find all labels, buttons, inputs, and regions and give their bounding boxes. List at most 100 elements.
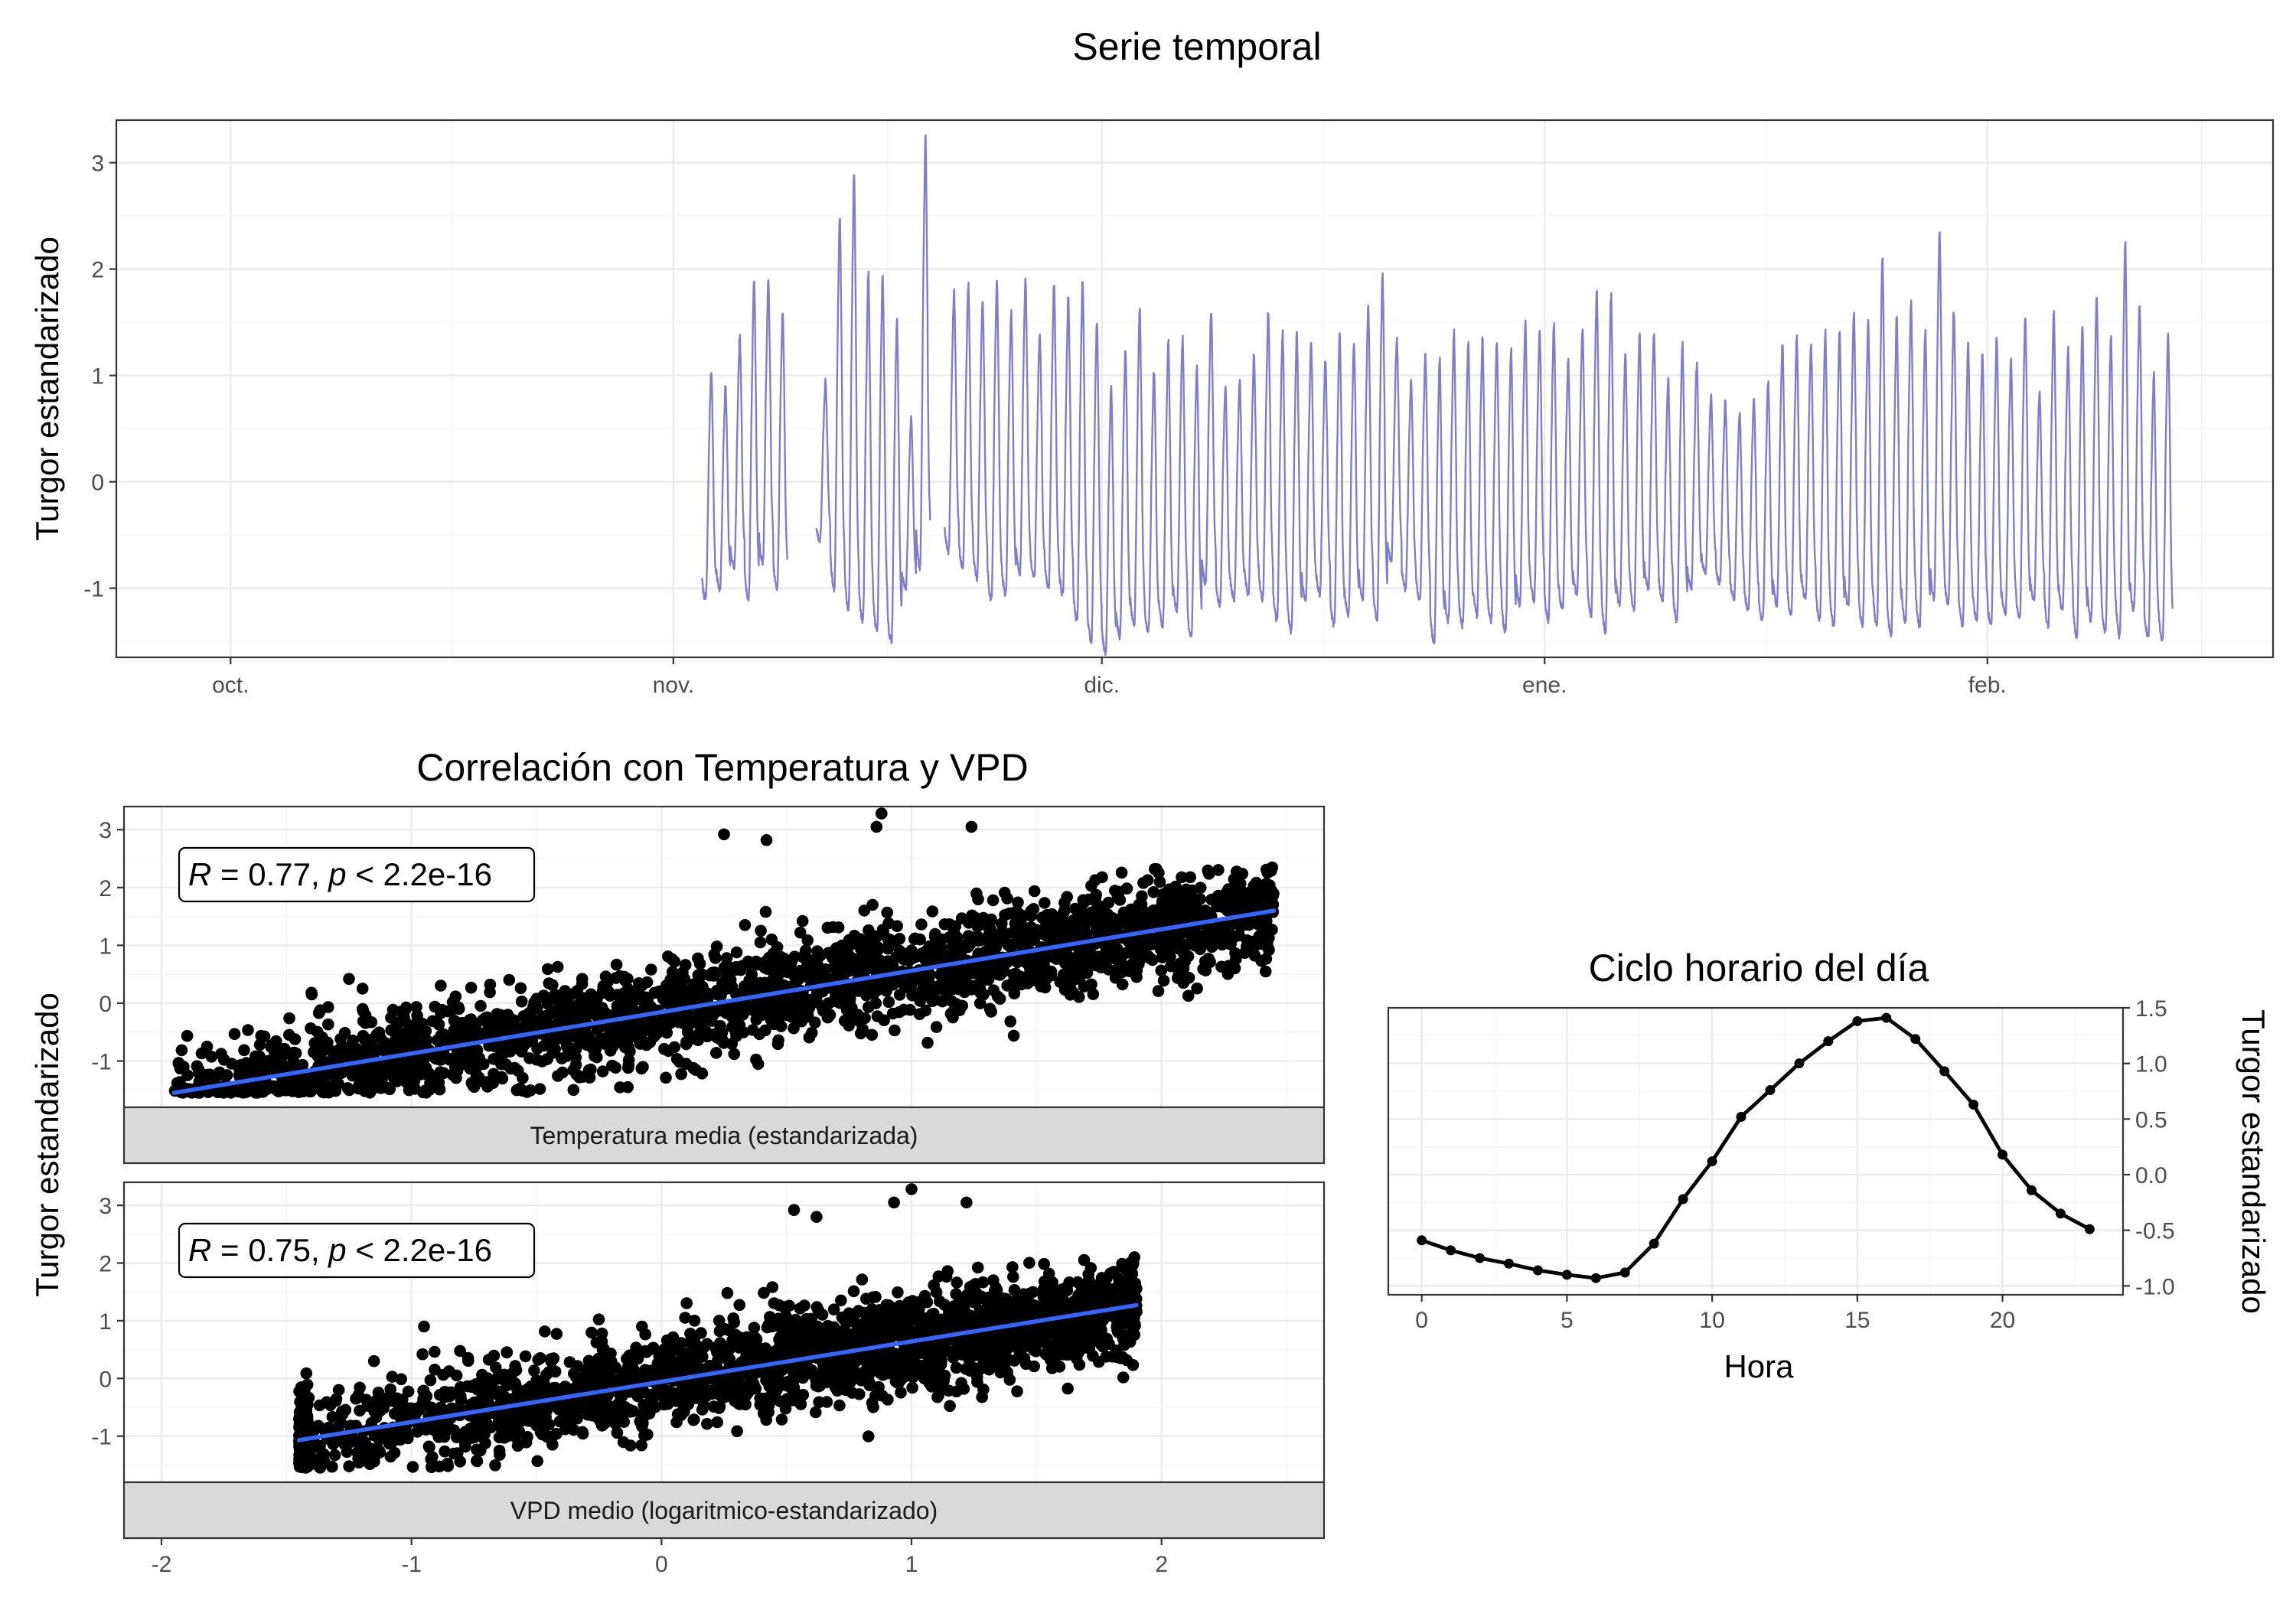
temperature-point — [657, 1015, 670, 1028]
vpd-point — [677, 1396, 689, 1409]
vpd-point — [745, 1333, 757, 1346]
vpd-point — [907, 1361, 920, 1374]
vpd-annotation-p-value: < 2.2e-16 — [347, 1232, 492, 1268]
temperature-point — [531, 1042, 543, 1055]
vpd-point — [1049, 1283, 1062, 1296]
vpd-point — [300, 1367, 313, 1380]
vpd-point — [1003, 1336, 1016, 1348]
temperature-point — [1133, 898, 1145, 911]
temperature-point — [893, 933, 906, 945]
temperature-point — [759, 905, 772, 918]
vpd-point — [1062, 1321, 1075, 1333]
vpd-point — [478, 1428, 491, 1440]
vpd-point — [796, 1346, 809, 1358]
vpd-point — [788, 1204, 801, 1216]
timeseries-y-tick-label: -1 — [83, 577, 104, 602]
vpd-point — [680, 1297, 693, 1309]
vpd-point — [983, 1363, 996, 1376]
temperature-point — [522, 1035, 535, 1047]
temperature-point — [514, 982, 527, 995]
temperature-point — [1089, 917, 1102, 929]
vpd-point — [563, 1356, 576, 1368]
vpd-point — [863, 1378, 876, 1391]
vpd-point — [925, 1380, 938, 1393]
vpd-point — [797, 1388, 810, 1401]
vpd-point — [386, 1371, 399, 1383]
correlation-x-tick-label: -1 — [401, 1552, 422, 1577]
vpd-point — [987, 1335, 1000, 1348]
vpd-point — [341, 1436, 354, 1449]
vpd-point — [794, 1302, 807, 1315]
temperature-point — [714, 1019, 726, 1032]
timeseries-y-tick-label: 3 — [91, 152, 104, 177]
temperature-point — [1238, 947, 1251, 959]
temperature-point — [926, 905, 939, 918]
temperature-point — [947, 940, 959, 953]
vpd-point — [676, 1364, 689, 1377]
temperature-point — [1073, 911, 1086, 924]
temperature-point — [881, 906, 893, 919]
temperature-point — [977, 947, 990, 960]
temperature-point — [745, 968, 758, 981]
vpd-point — [562, 1404, 574, 1416]
temperature-point — [1113, 885, 1125, 898]
temperature-point — [846, 1002, 858, 1014]
temperature-point — [1236, 868, 1249, 880]
vpd-point — [816, 1367, 829, 1380]
temperature-point — [844, 938, 857, 951]
temperature-point — [1182, 905, 1194, 918]
vpd-point — [1023, 1305, 1036, 1319]
vpd-point — [395, 1373, 407, 1386]
vpd-point — [1084, 1262, 1097, 1274]
temperature-point — [1212, 864, 1225, 876]
temperature-point — [195, 1047, 208, 1060]
vpd-point — [1042, 1296, 1055, 1309]
vpd-point — [636, 1370, 649, 1383]
vpd-point — [781, 1393, 794, 1406]
temperature-point — [503, 973, 516, 986]
vpd-point — [485, 1377, 497, 1390]
temperature-point — [1182, 950, 1195, 963]
hourly-point — [1561, 1270, 1572, 1280]
temperature-point — [683, 1034, 695, 1046]
vpd-point — [488, 1349, 501, 1362]
temperature-point — [1199, 955, 1212, 967]
temperature-point — [316, 1031, 328, 1044]
vpd-point — [751, 1366, 763, 1378]
temperature-point — [889, 951, 902, 964]
vpd-point — [695, 1327, 707, 1339]
temperature-point — [636, 979, 648, 992]
vpd-point — [942, 1384, 955, 1397]
vpd-y-tick-label: -1 — [91, 1425, 112, 1450]
temperature-point — [640, 1038, 653, 1051]
temperature-point — [987, 894, 1000, 907]
temperature-point — [611, 1028, 623, 1041]
vpd-point — [928, 1312, 940, 1325]
temperature-point — [1012, 896, 1024, 909]
temperature-point — [255, 1057, 268, 1069]
vpd-point — [1078, 1253, 1091, 1266]
vpd-point — [1092, 1355, 1105, 1368]
correlation-x-tick-label: 2 — [1155, 1552, 1168, 1577]
temperature-point — [429, 1052, 442, 1064]
vpd-point — [639, 1328, 651, 1341]
vpd-point — [816, 1309, 829, 1321]
vpd-point — [955, 1377, 967, 1390]
temperature-point — [818, 970, 830, 983]
vpd-point — [539, 1325, 551, 1338]
vpd-point — [484, 1386, 497, 1399]
temperature-point — [1161, 946, 1174, 959]
vpd-point — [605, 1348, 617, 1360]
temperature-annotation-box — [178, 846, 536, 903]
temperature-point — [609, 1061, 622, 1074]
temperature-point — [982, 962, 995, 975]
temperature-point — [1153, 866, 1165, 879]
temperature-point — [1078, 896, 1091, 909]
temperature-point — [386, 1003, 400, 1016]
temperature-point — [651, 1027, 663, 1040]
vpd-point — [826, 1329, 839, 1342]
vpd-strip-label: VPD medio (logaritmico-estandarizado) — [510, 1497, 938, 1524]
hourly-point — [1736, 1111, 1746, 1122]
temperature-point — [1152, 937, 1164, 950]
